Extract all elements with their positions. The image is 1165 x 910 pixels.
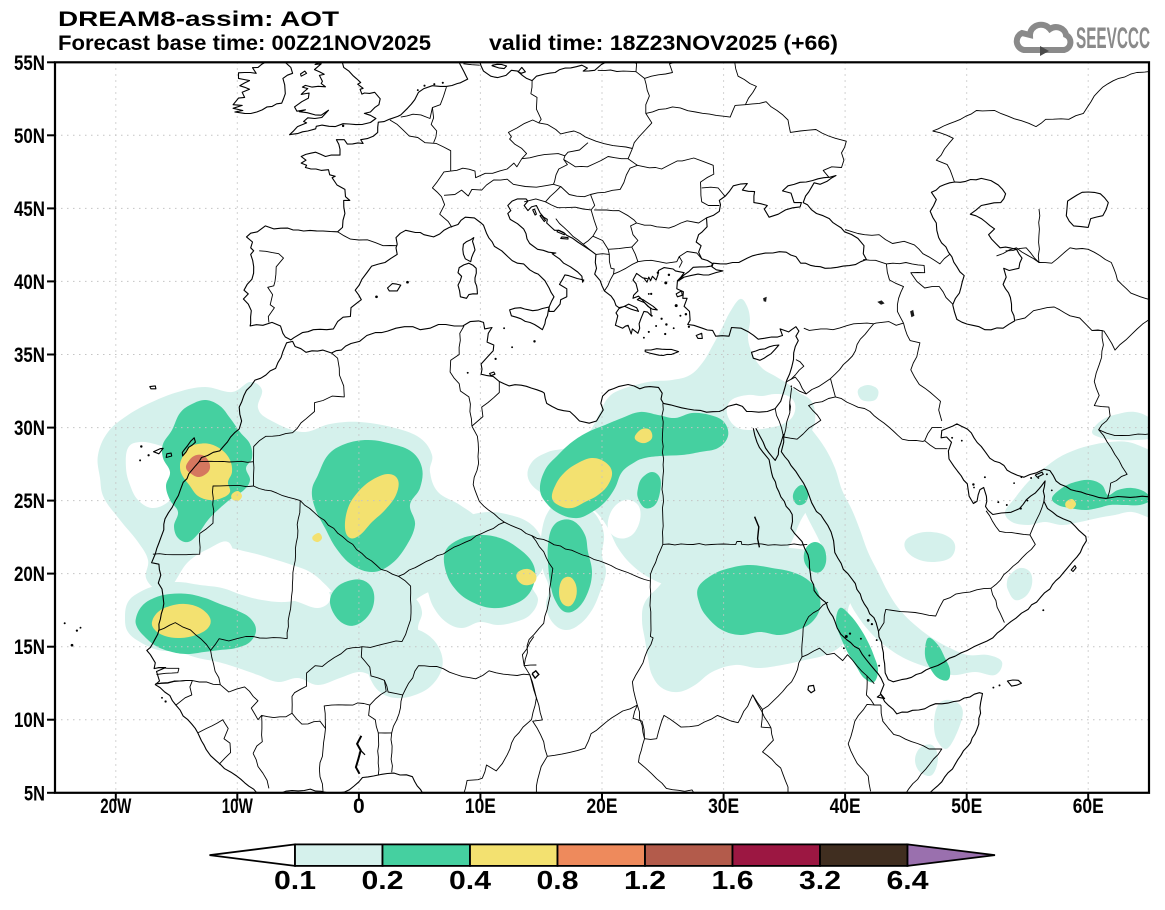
svg-text:6.4: 6.4 <box>887 865 930 895</box>
svg-text:10W: 10W <box>222 795 253 818</box>
svg-text:40N: 40N <box>14 271 45 294</box>
svg-text:5N: 5N <box>24 782 45 805</box>
svg-text:25N: 25N <box>14 490 45 513</box>
svg-text:1.6: 1.6 <box>712 865 754 895</box>
svg-text:60E: 60E <box>1073 795 1104 818</box>
svg-text:50E: 50E <box>951 795 982 818</box>
svg-text:0.2: 0.2 <box>362 865 404 895</box>
svg-text:DREAM8-assim: AOT: DREAM8-assim: AOT <box>58 8 339 31</box>
svg-text:10N: 10N <box>14 709 45 732</box>
svg-text:50N: 50N <box>14 125 45 148</box>
svg-text:10E: 10E <box>465 795 496 818</box>
svg-text:20N: 20N <box>14 563 45 586</box>
svg-text:0.8: 0.8 <box>537 865 579 895</box>
svg-text:20W: 20W <box>100 795 131 818</box>
svg-text:30E: 30E <box>708 795 739 818</box>
svg-text:valid time: 18Z23NOV2025 (+66): valid time: 18Z23NOV2025 (+66) <box>489 32 838 55</box>
svg-text:1.2: 1.2 <box>624 865 666 895</box>
svg-text:0: 0 <box>353 795 365 818</box>
svg-text:20E: 20E <box>587 795 618 818</box>
svg-text:35N: 35N <box>14 344 45 367</box>
svg-text:SEEVCCC: SEEVCCC <box>1076 22 1150 55</box>
svg-text:55N: 55N <box>14 52 45 75</box>
svg-text:Forecast base time: 00Z21NOV20: Forecast base time: 00Z21NOV2025 <box>58 32 431 55</box>
svg-text:45N: 45N <box>14 198 45 221</box>
svg-text:40E: 40E <box>830 795 861 818</box>
svg-text:0.1: 0.1 <box>274 865 316 895</box>
svg-text:0.4: 0.4 <box>449 865 492 895</box>
svg-text:3.2: 3.2 <box>799 865 841 895</box>
svg-text:30N: 30N <box>14 417 45 440</box>
svg-text:15N: 15N <box>14 636 45 659</box>
